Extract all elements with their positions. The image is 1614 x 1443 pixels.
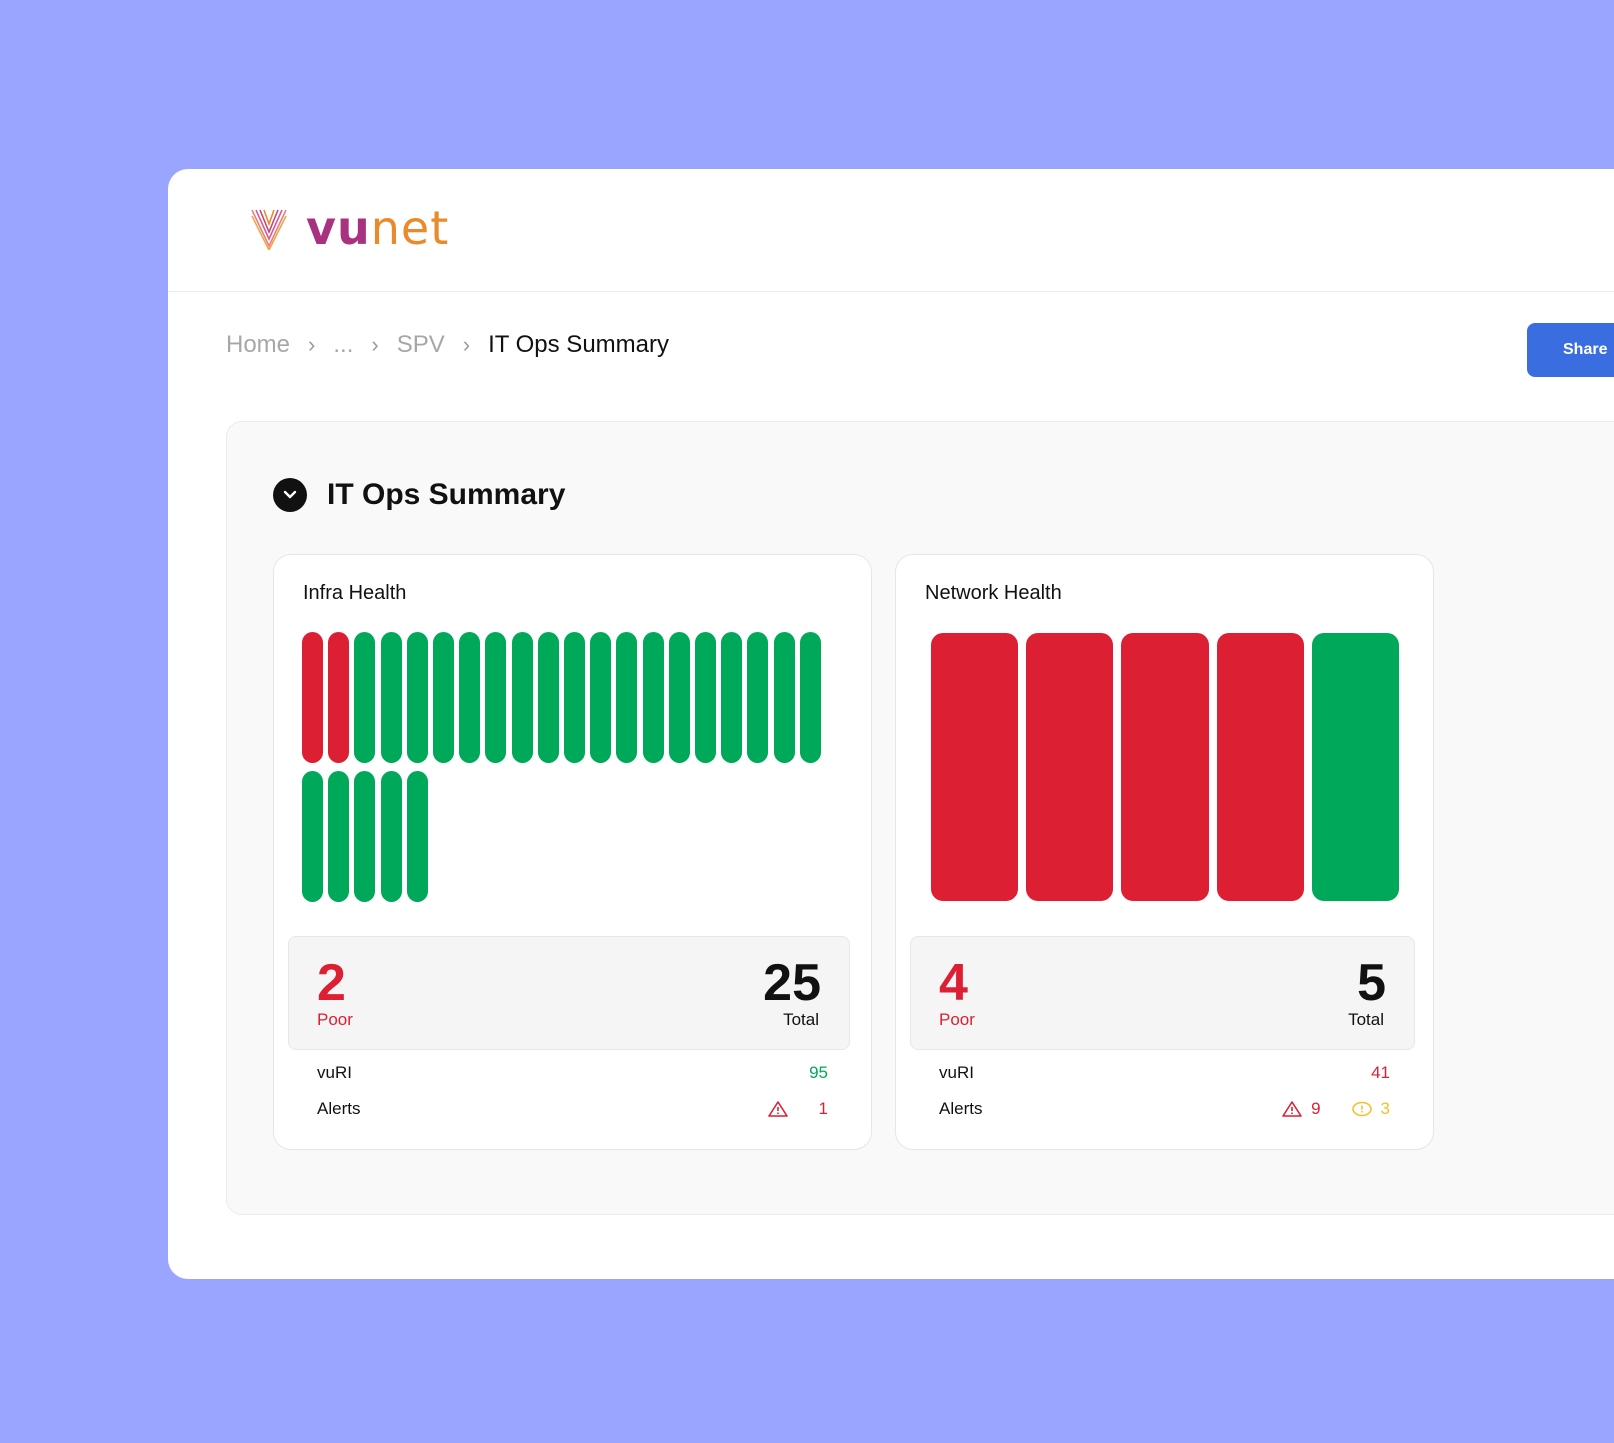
logo-text: vunet bbox=[306, 205, 449, 251]
panel-title: IT Ops Summary bbox=[327, 478, 566, 511]
logo-text-net: net bbox=[370, 201, 450, 255]
infra-tile-good[interactable] bbox=[695, 632, 716, 763]
poor-label: Poor bbox=[939, 1010, 975, 1029]
logo[interactable]: vunet bbox=[250, 205, 449, 251]
breadcrumb-ellipsis[interactable]: ... bbox=[333, 331, 354, 358]
network-health-card[interactable]: Network Health 4 Poor 5 Total vuRI 41 Al… bbox=[895, 554, 1434, 1150]
infra-tile-good[interactable] bbox=[354, 632, 376, 763]
top-bar: vunet bbox=[168, 169, 1614, 292]
infra-tile-good[interactable] bbox=[590, 632, 612, 763]
poor-count: 2 bbox=[317, 954, 346, 1012]
chevron-right-icon: › bbox=[308, 332, 316, 357]
critical-alerts[interactable]: 1 bbox=[767, 1099, 828, 1119]
vuri-label: vuRI bbox=[939, 1063, 974, 1082]
alerts-row: Alerts 9 3 bbox=[939, 1099, 1390, 1123]
infra-tile-good[interactable] bbox=[511, 632, 533, 763]
infra-tile-poor[interactable] bbox=[302, 632, 323, 763]
infra-tile-good[interactable] bbox=[747, 632, 769, 763]
total-label: Total bbox=[783, 1010, 819, 1029]
breadcrumb-spv[interactable]: SPV bbox=[396, 331, 445, 358]
warning-octagon-icon bbox=[1351, 1101, 1372, 1117]
infra-tile-good[interactable] bbox=[564, 632, 585, 763]
it-ops-summary-panel: IT Ops Summary Infra Health 2 Poor 25 To… bbox=[226, 421, 1614, 1215]
vuri-label: vuRI bbox=[317, 1063, 352, 1082]
alerts-row: Alerts 1 bbox=[317, 1099, 828, 1123]
chevron-right-icon: › bbox=[371, 332, 379, 357]
vuri-value: 41 bbox=[1371, 1063, 1390, 1082]
total-count: 25 bbox=[763, 954, 821, 1012]
total-label: Total bbox=[1348, 1010, 1384, 1029]
infra-tile-good[interactable] bbox=[799, 632, 821, 763]
infra-health-card[interactable]: Infra Health 2 Poor 25 Total vuRI 95 Ale… bbox=[273, 554, 872, 1150]
chevron-down-icon[interactable] bbox=[273, 478, 307, 512]
infra-tile-good[interactable] bbox=[616, 632, 638, 763]
breadcrumb-home[interactable]: Home bbox=[226, 331, 291, 358]
infra-stats: 2 Poor 25 Total bbox=[288, 936, 850, 1050]
chevron-right-icon: › bbox=[462, 332, 471, 357]
vunet-logo-mark-icon bbox=[251, 209, 287, 250]
app-window: vunet Home › ... › SPV › IT Ops Summary … bbox=[168, 169, 1614, 1279]
panel-header[interactable]: IT Ops Summary bbox=[273, 478, 565, 512]
poor-count: 4 bbox=[939, 954, 968, 1012]
infra-tile-good[interactable] bbox=[302, 771, 323, 902]
vuri-row: vuRI 41 bbox=[939, 1063, 1390, 1087]
alerts-label: Alerts bbox=[317, 1099, 361, 1118]
alerts-values: 1 bbox=[767, 1099, 828, 1119]
breadcrumb-current: IT Ops Summary bbox=[488, 331, 669, 358]
share-button[interactable]: Share bbox=[1527, 323, 1614, 377]
warning-triangle-icon bbox=[1282, 1101, 1302, 1117]
network-health-tiles bbox=[931, 633, 1399, 901]
infra-tile-good[interactable] bbox=[406, 632, 428, 763]
infra-tile-good[interactable] bbox=[433, 632, 454, 763]
infra-tile-poor[interactable] bbox=[328, 632, 350, 763]
breadcrumb: Home › ... › SPV › IT Ops Summary bbox=[226, 331, 669, 359]
warning-alert-count: 3 bbox=[1380, 1099, 1390, 1118]
critical-alerts[interactable]: 9 bbox=[1281, 1099, 1321, 1119]
infra-tile-good[interactable] bbox=[642, 632, 664, 763]
infra-tile-good[interactable] bbox=[721, 632, 743, 763]
infra-tile-good[interactable] bbox=[328, 771, 350, 902]
infra-health-tiles bbox=[302, 632, 842, 904]
vuri-row: vuRI 95 bbox=[317, 1063, 828, 1087]
infra-tile-good[interactable] bbox=[459, 632, 481, 763]
critical-alert-count: 1 bbox=[818, 1099, 828, 1118]
alerts-label: Alerts bbox=[939, 1099, 983, 1118]
infra-tile-good[interactable] bbox=[773, 632, 795, 763]
warning-triangle-icon bbox=[767, 1101, 788, 1117]
card-title: Network Health bbox=[925, 582, 1062, 604]
network-tile-good[interactable] bbox=[1311, 633, 1399, 901]
network-tile-poor[interactable] bbox=[1026, 633, 1114, 901]
card-title: Infra Health bbox=[303, 582, 407, 604]
infra-tile-good[interactable] bbox=[485, 632, 507, 763]
infra-tile-good[interactable] bbox=[537, 632, 559, 763]
infra-tile-good[interactable] bbox=[668, 632, 690, 763]
vuri-value: 95 bbox=[809, 1063, 828, 1082]
infra-tile-good[interactable] bbox=[406, 771, 428, 902]
network-stats: 4 Poor 5 Total bbox=[910, 936, 1415, 1050]
network-tile-poor[interactable] bbox=[1121, 633, 1209, 901]
logo-text-vu: vu bbox=[306, 201, 371, 255]
infra-tile-good[interactable] bbox=[380, 632, 402, 763]
total-count: 5 bbox=[1357, 954, 1386, 1012]
infra-tile-good[interactable] bbox=[380, 771, 402, 902]
network-tile-poor[interactable] bbox=[931, 633, 1019, 901]
network-tile-poor[interactable] bbox=[1216, 633, 1304, 901]
infra-tile-good[interactable] bbox=[354, 771, 376, 902]
poor-label: Poor bbox=[317, 1010, 353, 1029]
critical-alert-count: 9 bbox=[1311, 1099, 1321, 1118]
warning-alerts[interactable]: 3 bbox=[1351, 1099, 1390, 1119]
alerts-values: 9 3 bbox=[1281, 1099, 1390, 1119]
